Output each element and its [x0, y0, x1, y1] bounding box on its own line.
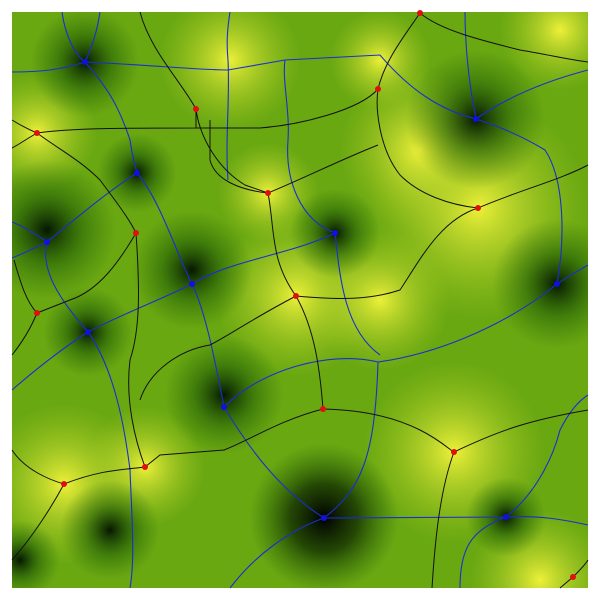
minima [44, 59, 560, 521]
ascending-lines [11, 11, 589, 589]
maxima [34, 10, 576, 580]
critical-points [34, 10, 576, 580]
descending-lines [11, 11, 589, 589]
